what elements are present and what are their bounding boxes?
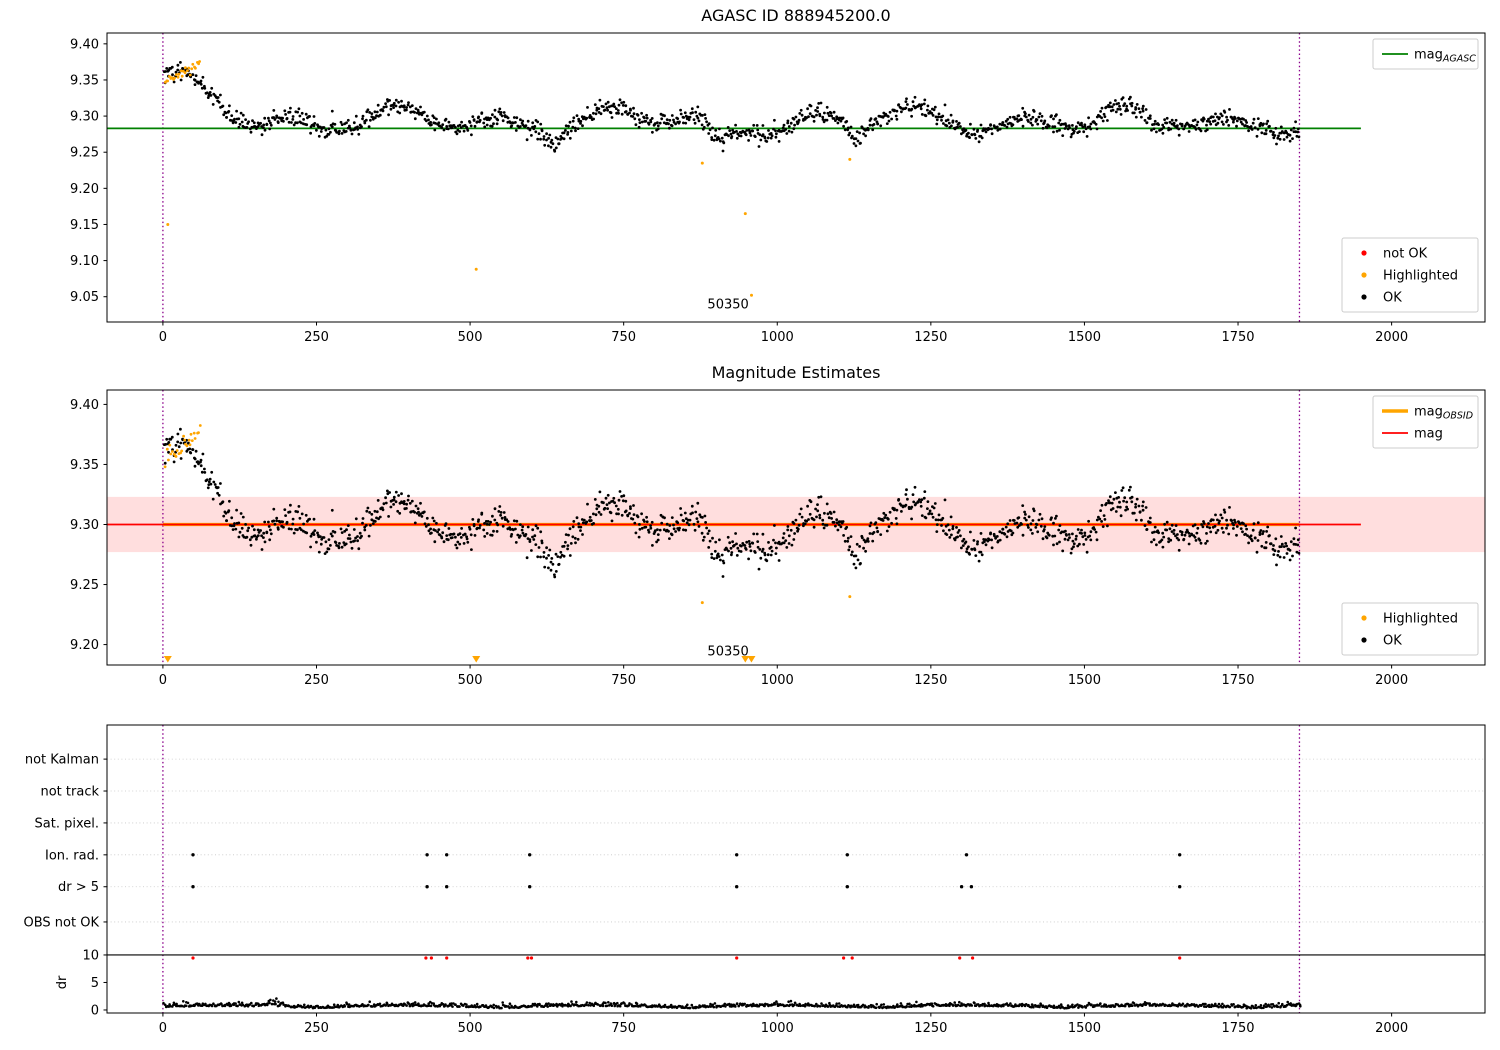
legend-box — [1341, 602, 1479, 656]
category-tick-label: Ion. rad. — [45, 848, 99, 863]
y-tick-label: 9.05 — [70, 290, 99, 305]
legend-label: OK — [1383, 634, 1402, 649]
legend: Highlighted OK — [1341, 602, 1479, 656]
plot-agasc: 50350 0 250 500 750 1000 1250 1500 1750 2000 9.05 9… — [70, 6, 1486, 345]
category-tick-label: not Kalman — [25, 753, 99, 768]
axes-frame — [106, 32, 1486, 323]
clipped-low-point-marker — [747, 655, 756, 663]
legend-label: Highlighted — [1383, 269, 1458, 284]
legend: magAGASC — [1372, 38, 1479, 70]
legend-marker-sample — [1361, 272, 1367, 278]
obsid-annotation: 50350 — [707, 297, 748, 312]
x-tick-label: 1000 — [761, 673, 794, 688]
category-tick-label: Sat. pixel. — [35, 816, 99, 831]
x-tick-label: 1250 — [914, 673, 947, 688]
highlighted-points — [163, 424, 202, 469]
x-tick-label: 1000 — [761, 330, 794, 345]
legend-marker-sample — [1361, 294, 1367, 300]
not-ok-dr-points — [191, 956, 1182, 960]
flag-axis: not Kalman not track Sat. pixel. Ion. rad. d… — [24, 753, 107, 1018]
legend-label: mag — [1414, 427, 1443, 442]
y-tick-label: 9.35 — [70, 458, 99, 473]
x-tick-label: 500 — [458, 330, 483, 345]
obsid-annotation: 50350 — [707, 644, 748, 659]
legend-marker-sample — [1361, 615, 1367, 621]
x-tick-label: 1250 — [914, 1021, 947, 1036]
y-tick-label: 9.25 — [70, 146, 99, 161]
legend-marker-sample — [1361, 250, 1367, 256]
y-tick-label: 9.40 — [70, 37, 99, 52]
highlighted-outlier-points — [700, 595, 852, 605]
legend-label: not OK — [1383, 247, 1428, 262]
x-tick-label: 750 — [611, 1021, 636, 1036]
x-tick-label: 500 — [458, 673, 483, 688]
category-tick-label: not track — [40, 785, 99, 800]
x-tick-label: 1750 — [1221, 1021, 1254, 1036]
y-tick-label: 9.25 — [70, 578, 99, 593]
x-tick-label: 0 — [159, 330, 167, 345]
x-tick-label: 750 — [611, 673, 636, 688]
axes: 0 250 500 750 1000 1250 1500 1750 2000 — [106, 724, 1486, 1036]
y-tick-label: 9.30 — [70, 110, 99, 125]
legend: not OK Highlighted OK — [1341, 237, 1479, 313]
x-tick-label: 2000 — [1375, 1021, 1408, 1036]
legend-label: OK — [1383, 291, 1402, 306]
axes: 0 250 500 750 1000 1250 1500 1750 2000 9.20 9.25 9.… — [70, 389, 1486, 688]
clipped-low-point-marker — [163, 655, 172, 663]
dr-tick-label: 10 — [82, 948, 99, 963]
axes-frame — [106, 724, 1486, 1014]
legend-box — [1372, 38, 1479, 70]
axes: 0 250 500 750 1000 1250 1500 1750 2000 9.05 9.10 9.… — [70, 32, 1486, 345]
dr-axis-label: dr — [55, 975, 70, 989]
y-tick-label: 9.10 — [70, 254, 99, 269]
x-tick-label: 1500 — [1068, 1021, 1101, 1036]
x-tick-label: 250 — [304, 1021, 329, 1036]
plot-title: Magnitude Estimates — [712, 363, 881, 382]
x-tick-label: 250 — [304, 330, 329, 345]
plot-flags-dr: 0 250 500 750 1000 1250 1500 1750 2000 not Kalman… — [24, 724, 1486, 1036]
x-tick-label: 250 — [304, 673, 329, 688]
ok-points — [162, 427, 1301, 579]
legend-marker-sample — [1361, 637, 1367, 643]
y-tick-label: 9.20 — [70, 182, 99, 197]
dr-tick-label: 0 — [91, 1003, 99, 1018]
y-tick-label: 9.20 — [70, 638, 99, 653]
flag-points-dr-gt-5 — [191, 885, 1182, 889]
legend-box — [1372, 395, 1479, 449]
y-tick-label: 9.40 — [70, 398, 99, 413]
x-tick-label: 1250 — [914, 330, 947, 345]
dr-points — [162, 997, 1302, 1010]
y-tick-label: 9.30 — [70, 518, 99, 533]
x-tick-label: 1750 — [1221, 673, 1254, 688]
x-tick-label: 1500 — [1068, 673, 1101, 688]
x-tick-label: 750 — [611, 330, 636, 345]
highlighted-points — [164, 60, 202, 84]
highlighted-outlier-points — [166, 157, 852, 297]
x-tick-label: 0 — [159, 673, 167, 688]
clipped-low-point-marker — [472, 655, 481, 663]
x-tick-label: 1000 — [761, 1021, 794, 1036]
x-tick-label: 0 — [159, 1021, 167, 1036]
flag-points-ion-rad — [191, 853, 1182, 857]
legend-box — [1341, 237, 1479, 313]
category-tick-label: dr > 5 — [58, 880, 99, 895]
legend-label: Highlighted — [1383, 612, 1458, 627]
axes-frame — [106, 389, 1486, 666]
plot-title: AGASC ID 888945200.0 — [701, 6, 890, 25]
ok-points — [162, 61, 1301, 153]
x-tick-label: 1500 — [1068, 330, 1101, 345]
x-tick-label: 500 — [458, 1021, 483, 1036]
category-tick-label: OBS not OK — [24, 915, 100, 930]
y-tick-label: 9.15 — [70, 218, 99, 233]
x-tick-label: 2000 — [1375, 330, 1408, 345]
x-tick-label: 1750 — [1221, 330, 1254, 345]
x-tick-label: 2000 — [1375, 673, 1408, 688]
plot-magnitude-estimates: 50350 0 250 500 750 1000 1250 1500 1750 2000 9.20 9… — [70, 363, 1486, 688]
clipped-low-point-marker — [741, 655, 750, 663]
y-tick-label: 9.35 — [70, 73, 99, 88]
dr-tick-label: 5 — [91, 976, 99, 991]
